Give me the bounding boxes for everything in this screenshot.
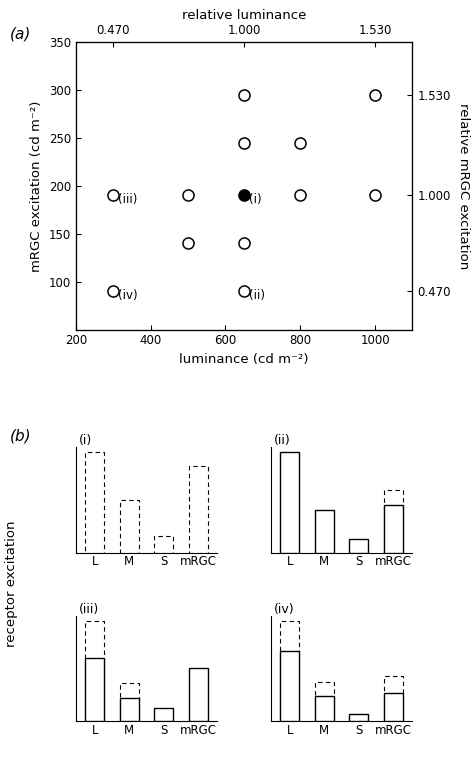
Y-axis label: mRGC excitation (cd m⁻²): mRGC excitation (cd m⁻²): [30, 100, 43, 272]
Bar: [281, 621, 300, 721]
Bar: [384, 490, 403, 552]
Bar: [349, 538, 368, 552]
Bar: [85, 658, 104, 721]
Bar: [189, 668, 208, 721]
Bar: [315, 511, 334, 552]
Bar: [85, 453, 104, 552]
Bar: [281, 651, 300, 721]
Bar: [120, 683, 139, 721]
Bar: [85, 621, 104, 721]
Text: (ii): (ii): [248, 288, 264, 301]
Text: (ii): (ii): [274, 434, 291, 447]
Bar: [189, 466, 208, 552]
Bar: [120, 699, 139, 721]
Bar: [384, 676, 403, 721]
Y-axis label: relative mRGC excitation: relative mRGC excitation: [457, 103, 470, 269]
Text: (i): (i): [79, 434, 92, 447]
Bar: [349, 714, 368, 721]
Bar: [315, 682, 334, 721]
Text: (iv): (iv): [274, 603, 294, 616]
X-axis label: relative luminance: relative luminance: [182, 8, 306, 21]
Text: (b): (b): [9, 429, 31, 443]
Text: (i): (i): [248, 193, 261, 206]
Bar: [315, 696, 334, 721]
Bar: [349, 714, 368, 721]
Bar: [155, 536, 173, 552]
Text: (a): (a): [9, 27, 31, 42]
Bar: [384, 505, 403, 552]
Bar: [384, 693, 403, 721]
Text: (iv): (iv): [118, 288, 137, 301]
Text: (iii): (iii): [79, 603, 99, 616]
Bar: [120, 499, 139, 552]
Bar: [281, 453, 300, 552]
Bar: [155, 709, 173, 721]
Text: (iii): (iii): [118, 193, 137, 206]
X-axis label: luminance (cd m⁻²): luminance (cd m⁻²): [179, 353, 309, 366]
Text: receptor excitation: receptor excitation: [5, 521, 18, 647]
